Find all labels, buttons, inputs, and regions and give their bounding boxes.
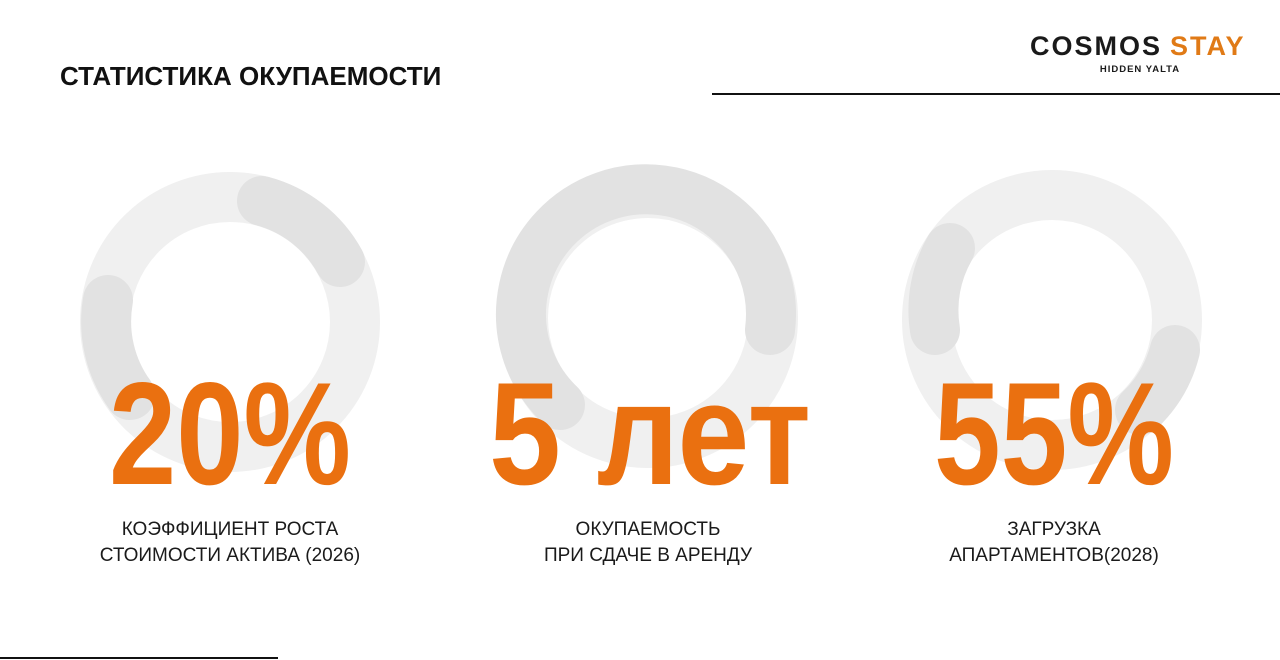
stat-card: 5 лет ОКУПАЕМОСТЬ ПРИ СДАЧЕ В АРЕНДУ bbox=[489, 164, 811, 566]
ring-arc bbox=[908, 223, 975, 355]
slide-title: СТАТИСТИКА ОКУПАЕМОСТИ bbox=[60, 61, 441, 91]
stat-label: АПАРТАМЕНТОВ(2028) bbox=[949, 545, 1159, 566]
logo-brand: COSMOS bbox=[1030, 31, 1162, 61]
ring-arc bbox=[237, 176, 365, 287]
ring-arc bbox=[496, 164, 796, 430]
logo-text: COSMOS STAY bbox=[1030, 31, 1246, 61]
ring-arc bbox=[81, 275, 155, 420]
stat-value: 5 лет bbox=[489, 352, 811, 515]
logo-accent: STAY bbox=[1170, 31, 1246, 61]
stat-label: ЗАГРУЗКА bbox=[1007, 519, 1101, 540]
stat-value: 20% bbox=[109, 352, 351, 515]
stat-label: КОЭФФИЦИЕНТ РОСТА bbox=[122, 519, 339, 540]
stat-card: 20% КОЭФФИЦИЕНТ РОСТА СТОИМОСТИ АКТИВА (… bbox=[80, 172, 380, 566]
logo: COSMOS STAY HIDDEN YALTA bbox=[1030, 31, 1246, 75]
logo-tagline: HIDDEN YALTA bbox=[1100, 64, 1180, 75]
stat-label: СТОИМОСТИ АКТИВА (2026) bbox=[100, 545, 360, 566]
stat-card: 55% ЗАГРУЗКА АПАРТАМЕНТОВ(2028) bbox=[902, 170, 1202, 566]
stat-label: ОКУПАЕМОСТЬ bbox=[576, 519, 721, 540]
stat-value: 55% bbox=[934, 352, 1174, 515]
stat-label: ПРИ СДАЧЕ В АРЕНДУ bbox=[544, 545, 753, 566]
ring-arc bbox=[1115, 325, 1200, 435]
